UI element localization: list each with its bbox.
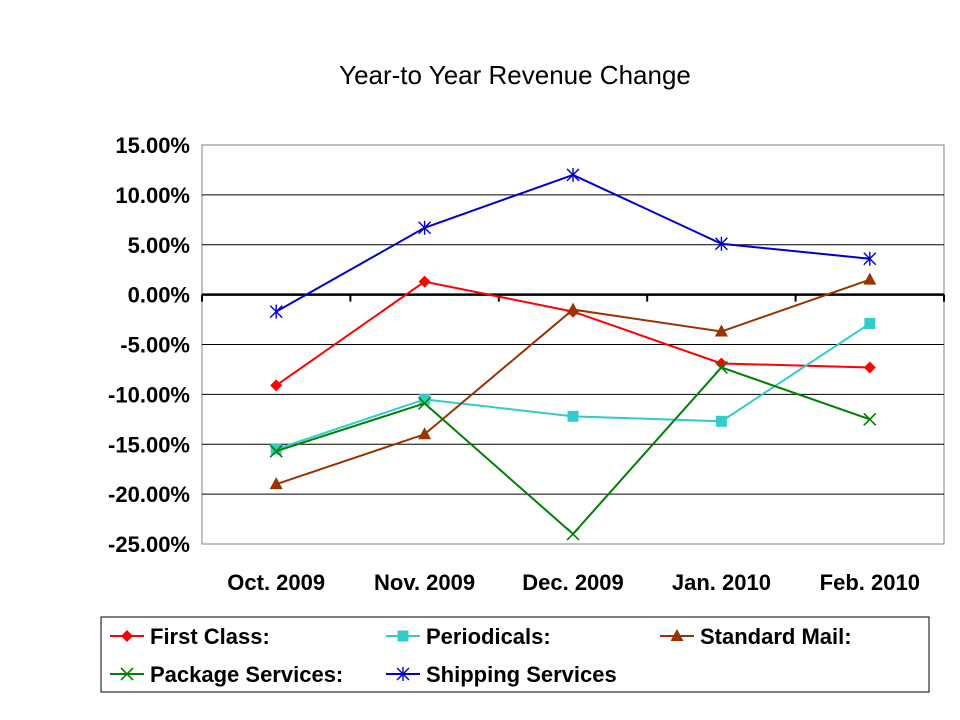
gridlines	[202, 194, 944, 495]
legend: First Class: Periodicals: Standard Mail: Pa…	[100, 616, 930, 693]
data-point	[670, 629, 684, 641]
y-tick-label: 5.00%	[128, 233, 190, 258]
data-point	[270, 443, 282, 455]
data-point	[566, 527, 580, 541]
data-point	[715, 357, 728, 370]
legend-label: Standard Mail:	[700, 624, 852, 649]
x-tick-label: Feb. 2010	[820, 570, 920, 595]
data-point	[863, 272, 877, 285]
data-point	[566, 302, 580, 315]
y-tick-label: -25.00%	[108, 532, 190, 557]
data-point	[418, 275, 431, 288]
legend-item: Standard Mail:	[660, 624, 852, 649]
x-tick-labels: Oct. 2009 Nov. 2009 Dec. 2009 Jan. 2010 Feb.…	[227, 570, 920, 595]
data-point	[418, 427, 432, 440]
data-point	[397, 630, 409, 642]
data-point	[419, 393, 431, 405]
x-tick-label: Nov. 2009	[374, 570, 475, 595]
y-tick-label: -20.00%	[108, 482, 190, 507]
data-point	[863, 412, 877, 426]
data-point	[396, 667, 410, 681]
data-point	[863, 251, 877, 266]
legend-label: First Class:	[150, 624, 270, 649]
axes	[201, 293, 945, 302]
data-point	[567, 410, 579, 422]
legend-item: Package Services:	[110, 662, 343, 687]
legend-label: Package Services:	[150, 662, 343, 687]
data-point	[714, 324, 728, 337]
data-point	[566, 167, 580, 182]
data-point	[269, 304, 283, 319]
y-tick-labels: 15.00% 10.00% 5.00% 0.00% -5.00% -10.00% -15.0…	[108, 133, 190, 557]
chart-title: Year-to Year Revenue Change	[339, 60, 691, 90]
y-tick-label: 10.00%	[115, 183, 190, 208]
legend-box	[100, 616, 930, 693]
data-point	[270, 379, 283, 392]
data-point	[863, 361, 876, 374]
data-point	[269, 444, 283, 458]
data-point	[121, 630, 133, 642]
y-tick-label: 0.00%	[128, 283, 190, 308]
y-tick-label: -5.00%	[120, 333, 190, 358]
data-point	[715, 415, 727, 427]
x-tick-label: Oct. 2009	[227, 570, 325, 595]
data-point	[714, 236, 728, 251]
x-tick-label: Dec. 2009	[522, 570, 624, 595]
legend-item: Periodicals:	[386, 624, 551, 649]
data-point	[714, 360, 728, 375]
data-point	[418, 220, 432, 235]
legend-label: Periodicals:	[426, 624, 551, 649]
legend-item: First Class:	[110, 624, 270, 649]
y-tick-label: -15.00%	[108, 432, 190, 457]
data-point	[864, 318, 876, 330]
legend-label: Shipping Services	[426, 662, 617, 687]
y-tick-label: 15.00%	[115, 133, 190, 158]
data-point	[120, 667, 134, 681]
data-point	[418, 396, 432, 410]
x-tick-label: Jan. 2010	[672, 570, 771, 595]
data-point	[269, 477, 283, 490]
series-lines	[269, 167, 877, 541]
y-tick-label: -10.00%	[108, 382, 190, 407]
legend-item: Shipping Services	[386, 662, 617, 687]
